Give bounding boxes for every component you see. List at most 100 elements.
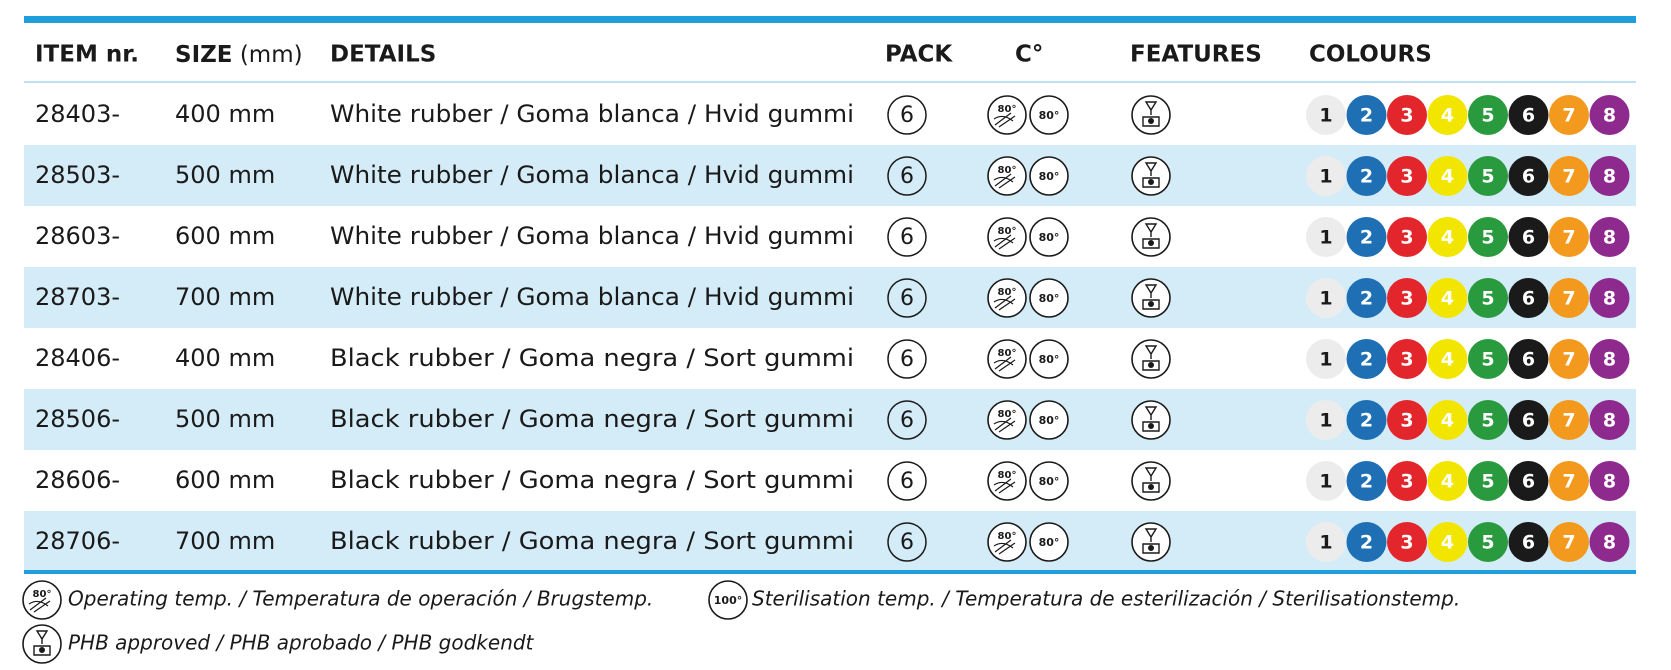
item-number: 28506- [35,405,120,433]
temp-icon-label: 80° [998,226,1017,237]
colour-swatch [1549,400,1589,440]
colour-swatch [1306,339,1346,379]
colour-number: 4 [1441,532,1454,554]
colour-swatch [1589,400,1630,440]
item-number: 28606- [35,466,120,494]
temp-icon-glyph [28,597,51,613]
phb-icon-dot [1148,423,1154,429]
colour-swatch [1549,95,1589,135]
colour-swatch [1508,217,1549,257]
colour-swatch [1346,156,1387,196]
colour-number: 3 [1400,288,1413,310]
colour-swatch [1427,339,1468,379]
colour-number: 6 [1522,288,1535,310]
colour-swatch [1387,156,1427,196]
colour-number: 1 [1319,349,1332,371]
temp-icon-glyph [993,112,1016,128]
phb-icon-glyph [1142,345,1160,371]
colour-swatch [1306,217,1346,257]
colour-swatch [1589,522,1630,562]
sterilisation-icon-label: 80° [1039,231,1060,244]
colour-number: 5 [1481,105,1494,127]
header-features: FEATURES [1130,42,1262,68]
colour-number: 8 [1603,410,1616,432]
colour-swatch [1549,217,1589,257]
colour-swatch [1427,400,1468,440]
colour-number: 5 [1481,288,1494,310]
pack-icon [887,217,927,257]
colour-swatch [1427,522,1468,562]
sterilisation-icon [1029,461,1069,501]
colour-swatch [1549,461,1589,501]
colour-swatch [1387,522,1427,562]
pack: 6 [900,530,914,555]
colour-number: 6 [1522,227,1535,249]
phb-icon-dot [1148,179,1154,185]
colour-swatch [1387,95,1427,135]
sterilisation-icon-label: 80° [1039,353,1060,366]
colour-swatch [1387,278,1427,318]
colour-number: 2 [1360,471,1373,493]
pack-icon [887,278,927,318]
size: 500 mm [175,161,275,189]
colour-swatch [1387,461,1427,501]
size: 700 mm [175,527,275,555]
colour-number: 3 [1400,105,1413,127]
legend-text: PHB approved / PHB aprobado / PHB godken… [68,631,535,655]
colour-swatch [1589,156,1630,196]
colour-number: 7 [1562,105,1575,127]
sterilisation-icon-label: 80° [1039,414,1060,427]
colour-number: 7 [1562,227,1575,249]
phb-icon-glyph [1142,223,1160,249]
details: White rubber / Goma blanca / Hvid gummi [330,283,854,311]
temp-icon-glyph [993,539,1016,555]
sterilisation-icon [1029,339,1069,379]
size: 600 mm [175,222,275,250]
pack: 6 [900,225,914,250]
bottom-rule [24,570,1636,574]
colour-number: 5 [1481,227,1494,249]
colour-number: 4 [1441,288,1454,310]
sterilisation-icon [1029,522,1069,562]
colour-number: 2 [1360,532,1373,554]
colour-number: 4 [1441,227,1454,249]
colour-number: 7 [1562,471,1575,493]
colour-number: 5 [1481,349,1494,371]
phb-icon-glyph [1142,101,1160,127]
phb-icon-dot [39,647,45,653]
header-details: DETAILS [330,42,436,68]
colour-swatch [1346,522,1387,562]
header-size-unit: (mm) [240,42,303,68]
details: Black rubber / Goma negra / Sort gummi [330,466,854,494]
legend-text: Operating temp. / Temperatura de operaci… [68,587,653,611]
sterilisation-icon-label: 80° [1039,536,1060,549]
colour-swatch [1468,461,1508,501]
pack: 6 [900,408,914,433]
colour-swatch [1508,522,1549,562]
colour-number: 3 [1400,349,1413,371]
colour-number: 1 [1319,532,1332,554]
pack-icon [887,156,927,196]
phb-icon-dot [1148,545,1154,551]
colour-number: 2 [1360,227,1373,249]
colour-swatch [1549,156,1589,196]
sterilisation-icon-label: 100° [714,594,742,607]
temp-icon-glyph [993,234,1016,250]
sterilisation-icon [1029,95,1069,135]
colour-swatch [1508,95,1549,135]
size: 400 mm [175,344,275,372]
colour-number: 8 [1603,349,1616,371]
colour-swatch [1346,95,1387,135]
phb-icon-glyph [1142,284,1160,310]
colour-number: 7 [1562,349,1575,371]
colour-swatch [1306,400,1346,440]
colour-swatch [1508,278,1549,318]
size: 500 mm [175,405,275,433]
pack-icon [887,95,927,135]
temp-icon [987,156,1027,196]
colour-swatch [1549,278,1589,318]
colour-number: 5 [1481,410,1494,432]
colour-number: 7 [1562,288,1575,310]
colour-number: 6 [1522,166,1535,188]
colour-number: 2 [1360,105,1373,127]
